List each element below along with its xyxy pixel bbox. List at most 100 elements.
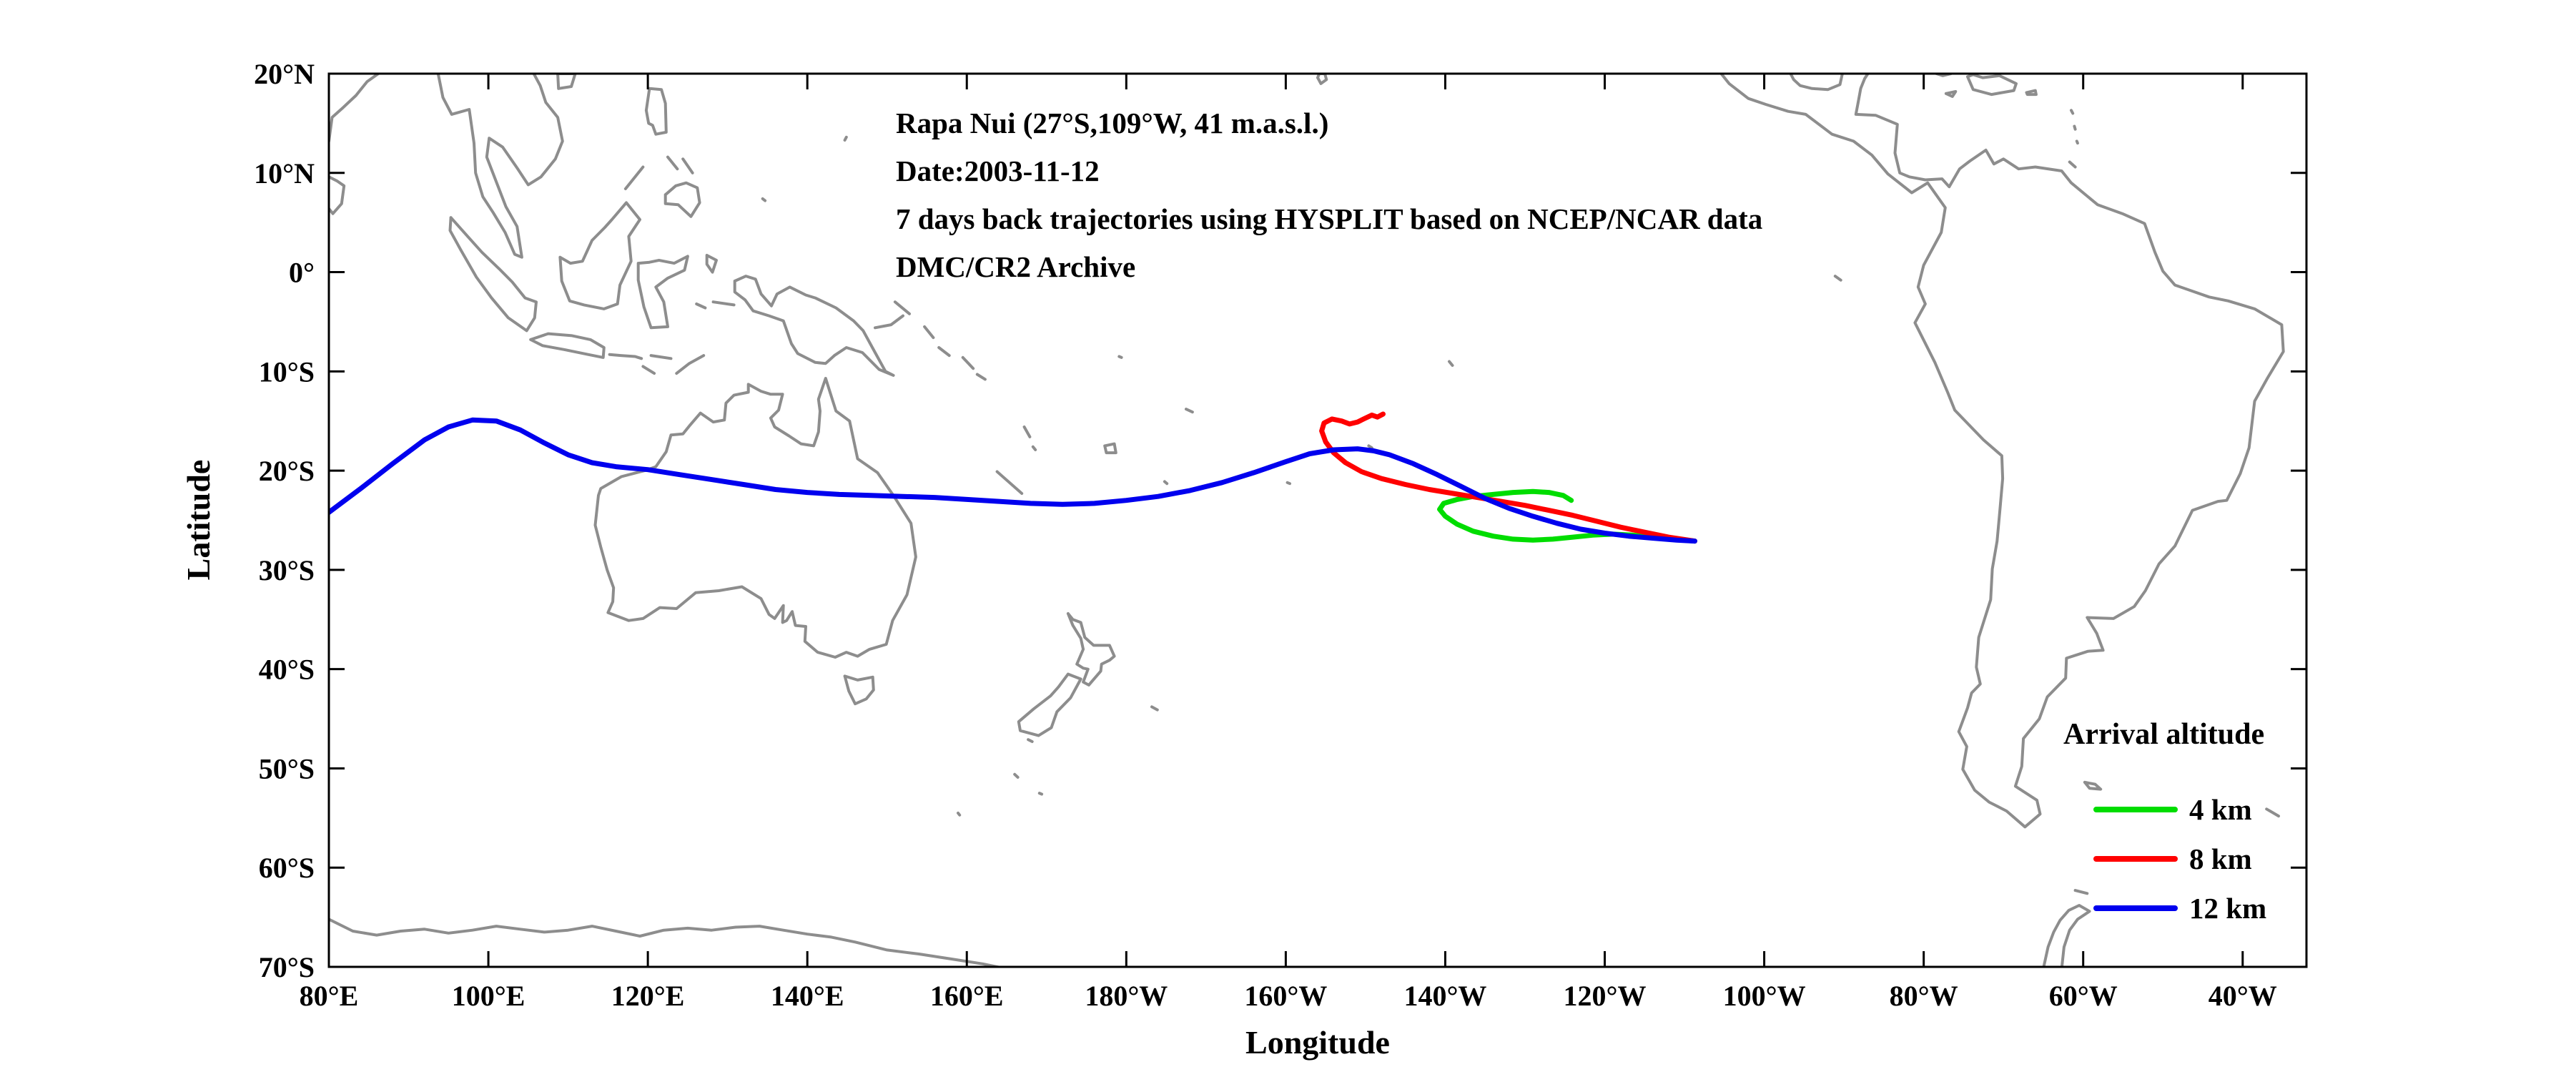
coastline-antarctica-east (329, 918, 1005, 967)
x-tick-label: 80°E (300, 980, 359, 1012)
coastline-luzon (644, 87, 668, 136)
x-tick-label: 100°E (452, 980, 525, 1012)
coastline-flores (649, 354, 673, 360)
coastline-antilles-2 (2073, 124, 2077, 131)
title-line-4: DMC/CR2 Archive (896, 250, 1135, 283)
coastline-solomon-2 (961, 355, 975, 370)
coastline-south-shetland (2073, 889, 2089, 895)
trajectory-12km (329, 417, 1697, 544)
coastline-seram (711, 300, 736, 307)
coastline-marquesas (1448, 360, 1454, 367)
y-axis-title: Latitude (180, 460, 217, 581)
x-tick-label: 80°W (1890, 980, 1958, 1012)
coastline-southeast-asia (436, 74, 564, 259)
coastline-new-guinea (733, 275, 895, 377)
coastline-timor (675, 354, 706, 375)
coastline-guam (843, 135, 848, 142)
x-tick-label: 160°W (1244, 980, 1327, 1012)
coastline-bay-of-campeche (1789, 74, 1844, 92)
coastline-new-ireland (893, 300, 911, 315)
y-tick-label: 60°S (259, 852, 315, 884)
coastline-palau (761, 197, 767, 202)
coastline-antilles-1 (2070, 109, 2075, 115)
coastline-sri-lanka (329, 175, 346, 215)
y-tick-label: 70°S (259, 951, 315, 983)
y-tick-label: 20°N (254, 58, 315, 90)
coastline-tuvalu (1117, 355, 1123, 359)
coastline-new-caledonia (995, 470, 1024, 495)
x-axis-title: Longitude (1245, 1024, 1390, 1061)
coastline-hispaniola (1966, 74, 2018, 97)
x-tick-label: 120°E (611, 980, 685, 1012)
coastline-hainan (556, 74, 577, 90)
x-tick-label: 140°W (1403, 980, 1486, 1012)
y-tick-label: 40°S (259, 654, 315, 686)
y-tick-label: 20°S (259, 455, 315, 487)
coastline-india-east-coast (329, 74, 380, 143)
coastline-solomon-1 (937, 346, 951, 358)
title-line-3: 7 days back trajectories using HYSPLIT b… (896, 202, 1762, 235)
coastline-new-zealand-north (1066, 612, 1116, 687)
coastline-bougainville (923, 325, 935, 340)
y-tick-label: 50°S (259, 752, 315, 785)
title-line-2: Date:2003-11-12 (896, 154, 1100, 187)
tick-labels: 80°E 100°E 120°E 140°E 160°E 180°W 160°W 140°W 1… (254, 58, 2277, 1012)
coastline-tasmania (843, 674, 875, 706)
coastline-visayas-1 (666, 155, 679, 171)
legend-label-12km: 12 km (2189, 892, 2266, 925)
legend-label-8km: 8 km (2189, 842, 2252, 875)
coastline-sulawesi (636, 255, 689, 330)
coastline-borneo (558, 201, 641, 310)
coastline-halmahera (705, 254, 718, 274)
trajectory-layer (329, 411, 1697, 544)
coastline-trinidad (2068, 160, 2077, 169)
coastline-stewart-island (1027, 738, 1034, 743)
y-tick-label: 10°S (259, 355, 315, 388)
coastline-samoa (1185, 408, 1194, 414)
x-tick-label: 100°W (1723, 980, 1806, 1012)
coastline-falkland-islands (2083, 780, 2103, 791)
coastline-visayas-2 (681, 157, 694, 174)
legend-title: Arrival altitude (2063, 718, 2264, 751)
legend-entries: 4 km 8 km 12 km (2093, 793, 2266, 925)
coastline-solomon-3 (975, 373, 987, 381)
coastline-buru (695, 303, 707, 310)
plot-axes-box (327, 72, 2308, 968)
coastline-antarctic-peninsula (2042, 904, 2091, 967)
x-tick-label: 160°E (930, 980, 1004, 1012)
coastline-palawan (623, 165, 645, 190)
y-tick-label: 10°N (254, 157, 315, 190)
coastline-jamaica (1944, 90, 1958, 98)
coastline-campbell-island (1037, 792, 1044, 796)
y-tick-label: 0° (289, 257, 315, 289)
coastline-tahiti (1367, 444, 1373, 450)
coastline-java (529, 332, 606, 359)
coastline-sumatra (448, 216, 538, 333)
coastline-puerto-rico (2025, 89, 2038, 97)
legend: Arrival altitude 4 km 8 km 12 km (2063, 718, 2266, 925)
title-line-1: Rapa Nui (27°S,109°W, 41 m.a.s.l.) (896, 107, 1328, 139)
coastline-americas-mainland (1719, 74, 2285, 829)
coastline-tonga (1163, 480, 1169, 486)
trajectory-8km (1319, 411, 1697, 544)
y-tick-label: 30°S (259, 554, 315, 586)
tick-marks (327, 72, 2306, 968)
x-tick-label: 40°W (2209, 980, 2277, 1012)
x-tick-label: 120°W (1564, 980, 1647, 1012)
coastline-new-britain (874, 314, 904, 330)
coastline-mindanao (663, 181, 701, 218)
coastline-auckland-islands (1013, 772, 1020, 779)
coastline-macquarie-island (957, 811, 962, 817)
coastline-new-zealand-south (1017, 672, 1082, 737)
coastline-fiji (1103, 442, 1117, 455)
coastline-layer (329, 74, 2285, 967)
coastline-bali-lombok-sumbawa (608, 353, 643, 360)
coastline-australia (593, 377, 917, 659)
coastline-galapagos (1833, 275, 1842, 282)
x-tick-label: 60°W (2049, 980, 2118, 1012)
x-tick-label: 180°W (1085, 980, 1168, 1012)
x-tick-label: 140°E (771, 980, 844, 1012)
